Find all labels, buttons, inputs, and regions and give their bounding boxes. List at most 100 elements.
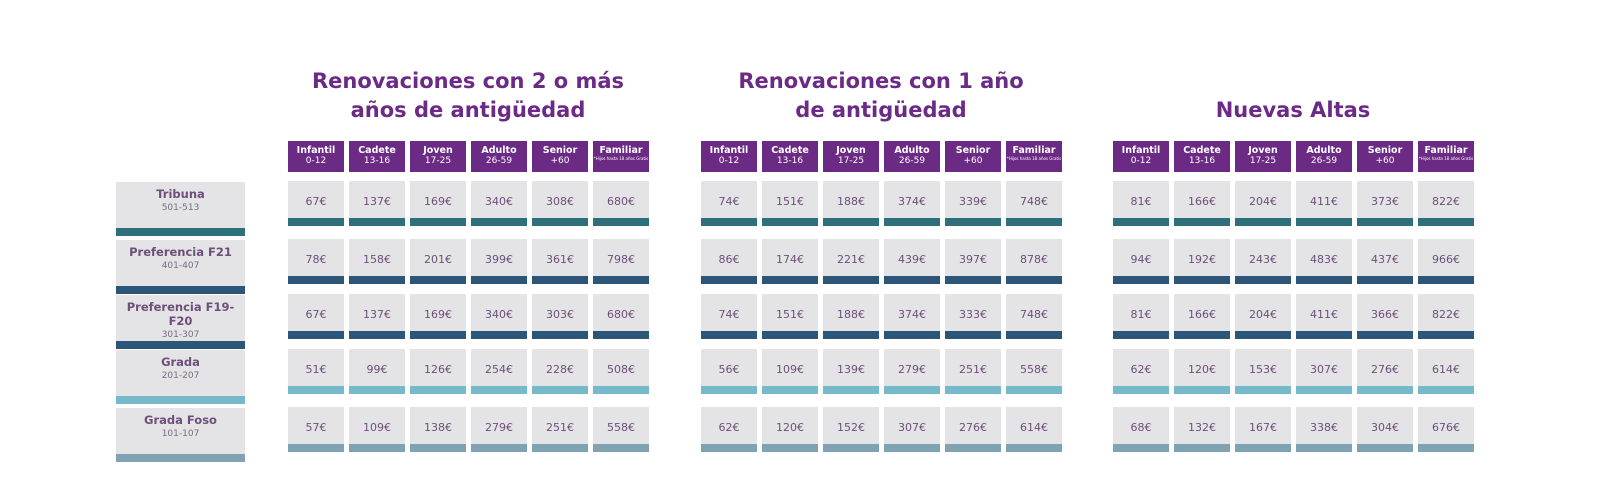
column-header-senior: Senior +60	[532, 141, 588, 172]
price-color-bar	[1357, 276, 1413, 284]
column-header-range: 26-59	[485, 156, 513, 166]
column-header-joven: Joven 17-25	[823, 141, 879, 172]
price-value: 437€	[1371, 253, 1399, 266]
price-cell: 307€	[884, 407, 940, 452]
row-label-name: Tribuna	[156, 187, 205, 201]
price-cell: 822€	[1418, 294, 1474, 339]
column-header-adulto: Adulto 26-59	[1296, 141, 1352, 172]
column-header-cadete: Cadete 13-16	[349, 141, 405, 172]
price-cell: 254€	[471, 349, 527, 394]
column-header-range: 0-12	[1130, 156, 1152, 166]
row-label-color-bar	[116, 228, 245, 236]
price-color-bar	[471, 444, 527, 452]
price-color-bar	[471, 331, 527, 339]
price-color-bar	[471, 218, 527, 226]
price-cell: 158€	[349, 239, 405, 284]
price-value: 151€	[776, 308, 804, 321]
group-title: Renovaciones con 2 o más años de antigüed…	[268, 67, 668, 125]
price-cell: 307€	[1296, 349, 1352, 394]
price-value: 333€	[959, 308, 987, 321]
price-value: 614€	[1432, 363, 1460, 376]
price-value: 166€	[1188, 195, 1216, 208]
price-value: 56€	[718, 363, 740, 376]
price-color-bar	[1296, 386, 1352, 394]
price-cell: 153€	[1235, 349, 1291, 394]
price-color-bar	[1235, 218, 1291, 226]
price-cell: 126€	[410, 349, 466, 394]
price-value: 748€	[1020, 195, 1048, 208]
price-color-bar	[1235, 444, 1291, 452]
price-cell: 411€	[1296, 181, 1352, 226]
price-cell: 188€	[823, 294, 879, 339]
price-color-bar	[945, 331, 1001, 339]
column-header-name: Familiar	[1012, 145, 1056, 156]
price-value: 340€	[485, 195, 513, 208]
price-cell: 174€	[762, 239, 818, 284]
row-label-name: Preferencia F21	[129, 245, 232, 259]
price-color-bar	[1418, 386, 1474, 394]
price-cell: 251€	[532, 407, 588, 452]
price-cell: 151€	[762, 181, 818, 226]
price-value: 822€	[1432, 308, 1460, 321]
price-color-bar	[1174, 331, 1230, 339]
price-value: 251€	[546, 421, 574, 434]
price-color-bar	[762, 276, 818, 284]
price-cell: 798€	[593, 239, 649, 284]
column-header-name: Familiar	[1424, 145, 1468, 156]
price-value: 307€	[898, 421, 926, 434]
price-cell: 62€	[701, 407, 757, 452]
price-value: 139€	[837, 363, 865, 376]
price-value: 276€	[959, 421, 987, 434]
price-value: 303€	[546, 308, 574, 321]
price-cell: 508€	[593, 349, 649, 394]
price-color-bar	[410, 276, 466, 284]
price-color-bar	[823, 276, 879, 284]
price-cell: 167€	[1235, 407, 1291, 452]
price-value: 188€	[837, 195, 865, 208]
column-header-joven: Joven 17-25	[410, 141, 466, 172]
row-label-range: 401-407	[161, 261, 200, 271]
row-label: Grada Foso 101-107	[116, 408, 245, 462]
price-value: 878€	[1020, 253, 1048, 266]
price-value: 62€	[1130, 363, 1152, 376]
price-color-bar	[288, 331, 344, 339]
price-cell: 340€	[471, 294, 527, 339]
price-value: 109€	[363, 421, 391, 434]
price-cell: 204€	[1235, 181, 1291, 226]
price-cell: 62€	[1113, 349, 1169, 394]
row-label-color-bar	[116, 341, 245, 349]
price-color-bar	[1296, 444, 1352, 452]
price-value: 86€	[718, 253, 740, 266]
column-header-infantil: Infantil 0-12	[288, 141, 344, 172]
row-label-color-bar	[116, 396, 245, 404]
column-header-name: Adulto	[1306, 145, 1342, 156]
price-value: 243€	[1249, 253, 1277, 266]
row-label: Tribuna 501-513	[116, 182, 245, 236]
price-color-bar	[1357, 444, 1413, 452]
price-value: 99€	[366, 363, 388, 376]
price-cell: 338€	[1296, 407, 1352, 452]
price-color-bar	[1174, 444, 1230, 452]
price-value: 308€	[546, 195, 574, 208]
column-header-note: *Hijos hasta 18 años Gratis	[1006, 156, 1062, 161]
price-cell: 279€	[471, 407, 527, 452]
column-header-infantil: Infantil 0-12	[1113, 141, 1169, 172]
column-header-name: Cadete	[1183, 145, 1221, 156]
column-header-adulto: Adulto 26-59	[471, 141, 527, 172]
price-value: 169€	[424, 308, 452, 321]
column-header-name: Adulto	[481, 145, 517, 156]
price-color-bar	[1235, 331, 1291, 339]
price-cell: 94€	[1113, 239, 1169, 284]
column-header-name: Infantil	[1121, 145, 1161, 156]
column-header-name: Joven	[836, 145, 866, 156]
price-value: 680€	[607, 308, 635, 321]
row-label-name: Preferencia F19-F20	[126, 300, 235, 328]
price-color-bar	[762, 331, 818, 339]
price-color-bar	[532, 444, 588, 452]
price-cell: 221€	[823, 239, 879, 284]
price-value: 158€	[363, 253, 391, 266]
price-color-bar	[884, 386, 940, 394]
price-value: 166€	[1188, 308, 1216, 321]
price-value: 361€	[546, 253, 574, 266]
price-cell: 137€	[349, 294, 405, 339]
